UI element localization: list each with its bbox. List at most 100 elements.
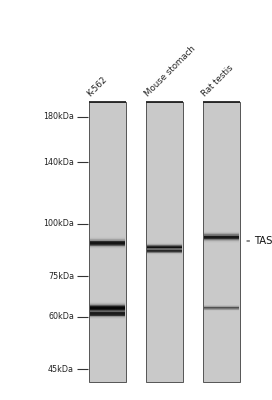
Bar: [204, 244, 239, 245]
Text: 100kDa: 100kDa: [43, 219, 74, 228]
Bar: [204, 313, 239, 314]
Text: 75kDa: 75kDa: [48, 272, 74, 281]
Bar: [90, 247, 125, 248]
Bar: [147, 248, 182, 249]
Bar: [90, 251, 125, 252]
Bar: [204, 243, 239, 244]
Bar: [90, 312, 125, 313]
Bar: [90, 246, 125, 247]
Bar: [90, 313, 125, 314]
Bar: [204, 306, 239, 307]
Bar: [204, 231, 239, 232]
Text: Rat testis: Rat testis: [200, 63, 235, 98]
Bar: [204, 235, 239, 236]
Bar: [90, 248, 125, 249]
Bar: [147, 250, 182, 251]
Bar: [90, 316, 125, 317]
Bar: [90, 308, 125, 309]
Bar: [204, 234, 239, 235]
Bar: [147, 243, 182, 244]
Bar: [147, 249, 182, 250]
Text: K-562: K-562: [85, 74, 109, 98]
Bar: [90, 234, 125, 235]
Bar: [203, 102, 240, 382]
Bar: [90, 312, 125, 313]
Bar: [147, 251, 182, 252]
Bar: [90, 310, 125, 311]
Bar: [90, 303, 125, 304]
Bar: [147, 250, 182, 251]
Bar: [204, 236, 239, 237]
Bar: [147, 250, 182, 251]
Bar: [204, 304, 239, 305]
Bar: [204, 239, 239, 240]
Bar: [147, 241, 182, 242]
Bar: [204, 229, 239, 230]
Bar: [90, 240, 125, 242]
Bar: [204, 239, 239, 240]
Bar: [90, 244, 125, 245]
Bar: [90, 316, 125, 317]
Bar: [90, 310, 125, 311]
Bar: [204, 304, 239, 305]
Bar: [90, 236, 125, 237]
Bar: [204, 244, 239, 245]
Bar: [204, 307, 239, 308]
Bar: [147, 253, 182, 254]
Bar: [147, 248, 182, 249]
Bar: [204, 302, 239, 303]
Bar: [204, 242, 239, 243]
Bar: [147, 251, 182, 252]
Bar: [204, 232, 239, 233]
Bar: [90, 306, 125, 307]
Bar: [204, 304, 239, 305]
Bar: [90, 249, 125, 250]
Bar: [90, 308, 125, 309]
Bar: [90, 318, 125, 319]
Bar: [90, 306, 125, 307]
Bar: [90, 303, 125, 304]
Bar: [204, 306, 239, 307]
Bar: [90, 304, 125, 305]
Bar: [147, 252, 182, 253]
Bar: [90, 310, 125, 311]
Bar: [147, 252, 182, 253]
Bar: [90, 309, 125, 310]
Bar: [147, 247, 182, 248]
Bar: [147, 248, 182, 249]
Bar: [204, 311, 239, 312]
Bar: [90, 302, 125, 303]
Bar: [90, 249, 125, 250]
Bar: [90, 317, 125, 318]
Bar: [90, 241, 125, 242]
Bar: [90, 311, 125, 312]
Bar: [204, 310, 239, 311]
Bar: [147, 248, 182, 249]
Bar: [90, 314, 125, 315]
Bar: [147, 242, 182, 243]
Bar: [204, 311, 239, 312]
Bar: [90, 245, 125, 246]
Bar: [204, 232, 239, 233]
Bar: [147, 246, 182, 247]
Bar: [90, 250, 125, 251]
Bar: [204, 307, 239, 308]
Bar: [90, 243, 125, 244]
Bar: [147, 244, 182, 245]
Bar: [204, 309, 239, 310]
Bar: [90, 304, 125, 305]
Bar: [204, 228, 239, 229]
Bar: [204, 312, 239, 313]
Bar: [147, 251, 182, 252]
Bar: [147, 254, 182, 255]
Bar: [204, 240, 239, 241]
Bar: [147, 247, 182, 248]
Bar: [90, 308, 125, 309]
Bar: [204, 245, 239, 246]
Bar: [147, 255, 182, 256]
Bar: [147, 242, 182, 243]
Bar: [204, 230, 239, 231]
Bar: [147, 246, 182, 247]
Text: TAS1R3: TAS1R3: [254, 236, 272, 246]
Bar: [90, 309, 125, 310]
